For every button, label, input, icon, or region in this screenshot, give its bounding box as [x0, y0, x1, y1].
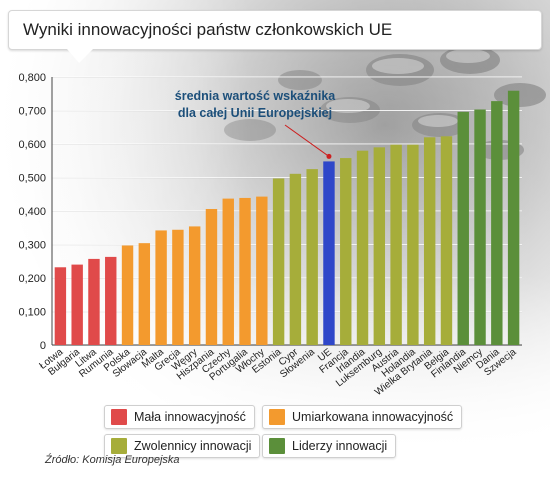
title-box: Wyniki innowacyjności państw członkowski… — [8, 10, 542, 63]
bar-grecja — [172, 229, 184, 345]
legend-swatch-orange — [269, 409, 285, 425]
bar-cypr — [289, 173, 302, 345]
y-tick-label: 0,700 — [18, 106, 46, 118]
y-tick-label: 0 — [40, 340, 46, 352]
bar-słowacja — [138, 243, 151, 345]
bar-hiszpania — [205, 208, 218, 345]
legend-item-liderzy: Liderzy innowacji — [262, 434, 397, 458]
bar-polska — [121, 245, 134, 345]
bar-irlandia — [356, 150, 369, 345]
legend-swatch-green — [269, 438, 285, 454]
y-tick-label: 0,600 — [18, 139, 46, 151]
title-callout-tail — [67, 49, 93, 63]
bar-wielka-brytania — [423, 137, 436, 345]
legend-label: Liderzy innowacji — [292, 439, 388, 453]
bar-czechy — [222, 198, 234, 345]
bar-estonia — [272, 178, 285, 345]
legend-item-mala: Mała innowacyjność — [104, 405, 255, 429]
legend-label: Mała innowacyjność — [134, 410, 246, 424]
bar-węgry — [188, 226, 201, 345]
y-tick-label: 0,100 — [18, 307, 46, 319]
annotation-pointer-dot — [326, 153, 332, 159]
bar-francja — [340, 158, 352, 345]
bar-finlandia — [457, 111, 469, 345]
bar-belgia — [440, 136, 453, 345]
bar-bułgaria — [71, 264, 83, 345]
legend-swatch-red — [111, 409, 127, 425]
legend-label: Umiarkowana innowacyjność — [292, 410, 454, 424]
bar-holandia — [407, 144, 419, 345]
annotation-pointer — [284, 124, 330, 157]
chart-title: Wyniki innowacyjności państw członkowski… — [23, 20, 393, 39]
y-tick-label: 0,800 — [18, 72, 46, 84]
y-tick-label: 0,300 — [18, 240, 46, 252]
bar-słowenia — [306, 169, 318, 345]
bar-ue — [323, 161, 335, 345]
legend-item-zwolennicy: Zwolennicy innowacji — [104, 434, 261, 458]
bar-litwa — [88, 258, 100, 345]
source-note: Źródło: Komisja Europejska — [45, 454, 180, 466]
bar-malta — [155, 230, 167, 345]
bar-łotwa — [54, 267, 67, 345]
bar-niemcy — [474, 109, 486, 346]
y-tick-label: 0,400 — [18, 206, 46, 218]
y-tick-label: 0,200 — [18, 273, 46, 285]
bar-szwecja — [507, 90, 520, 345]
bar-dania — [491, 101, 503, 346]
y-tick-label: 0,500 — [18, 173, 46, 185]
bar-rumunia — [105, 256, 117, 345]
bar-portugalia — [239, 197, 251, 345]
bar-luksemburg — [373, 147, 386, 345]
legend-item-umiarkowana: Umiarkowana innowacyjność — [262, 405, 463, 429]
bar-włochy — [256, 196, 268, 345]
annotation-line-1: średnia wartość wskaźnika — [175, 89, 337, 103]
legend-label: Zwolennicy innowacji — [134, 439, 252, 453]
legend-swatch-olive — [111, 438, 127, 454]
annotation-line-2: dla całej Unii Europejskiej — [178, 106, 332, 120]
bar-austria — [390, 144, 402, 345]
